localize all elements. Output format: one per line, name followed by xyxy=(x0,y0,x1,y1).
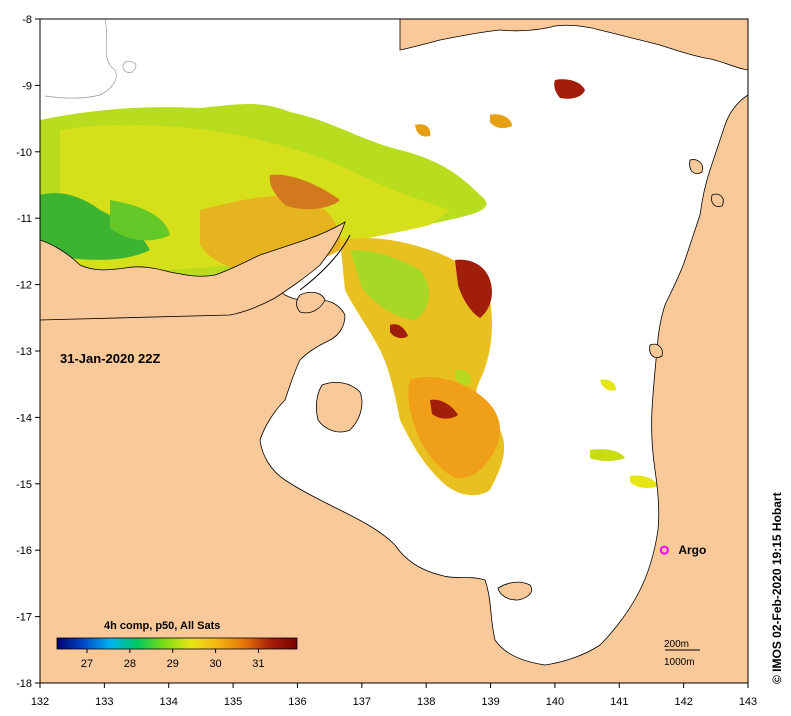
y-tick-label: -14 xyxy=(16,412,32,424)
legend-colorbar xyxy=(56,637,298,650)
sst-patch-red2 xyxy=(430,399,458,419)
land-arnhem xyxy=(40,221,346,321)
y-tick-label: -10 xyxy=(16,147,32,159)
y-tick-label: -15 xyxy=(16,479,32,491)
sst-patch-red4 xyxy=(390,324,408,339)
depth-label-1000: 1000m xyxy=(664,657,695,668)
y-tick-label: -9 xyxy=(22,80,32,92)
sst-patch-red3 xyxy=(554,79,585,99)
sst-patch-green2 xyxy=(110,200,170,241)
sst-patch-orange4 xyxy=(490,114,512,129)
y-tick-label: -18 xyxy=(16,678,32,690)
sst-patch-central2 xyxy=(350,250,430,320)
legend-tick-label: 28 xyxy=(124,658,136,670)
sst-patch-yg xyxy=(590,449,625,461)
land-layer xyxy=(40,19,748,683)
x-tick-label: 140 xyxy=(546,696,564,708)
land-torres xyxy=(689,159,704,174)
sst-patch-yg3 xyxy=(600,379,616,391)
x-tick-label: 133 xyxy=(95,696,113,708)
x-tick-label: 134 xyxy=(160,696,178,708)
x-tick-label: 132 xyxy=(31,696,49,708)
y-tick-label: -11 xyxy=(17,213,32,225)
legend-tick-label: 30 xyxy=(209,658,221,670)
land-mornington xyxy=(497,581,533,601)
land-melville xyxy=(296,291,326,314)
legend: 4h comp, p50, All Sats 27 28 29 30 31 xyxy=(56,620,298,670)
map-layers xyxy=(40,19,748,683)
sst-patch-green-w xyxy=(40,193,150,260)
argo-marker[interactable]: Argo xyxy=(659,543,707,557)
x-tick-label: 137 xyxy=(353,696,371,708)
legend-tick-label: 29 xyxy=(167,658,179,670)
land-wellesley xyxy=(649,343,663,358)
x-tick-label: 136 xyxy=(288,696,306,708)
date-label: 31-Jan-2020 22Z xyxy=(60,351,161,366)
shelf-line xyxy=(299,234,351,291)
y-tick-label: -16 xyxy=(16,545,32,557)
x-tick-label: 142 xyxy=(674,696,692,708)
land-new-guinea xyxy=(399,19,748,71)
x-tick-label: 135 xyxy=(224,696,242,708)
sst-patch-orange2 xyxy=(269,174,340,210)
depth-scale: 200m 1000m xyxy=(664,639,700,668)
x-tick-label: 139 xyxy=(481,696,499,708)
depth-label-200: 200m xyxy=(664,639,689,650)
shoal-lines xyxy=(44,19,137,99)
land-torres2 xyxy=(711,193,724,207)
sst-patch-yg2 xyxy=(630,475,658,489)
sst-patch-yg4 xyxy=(455,369,471,386)
y-tick-label: -17 xyxy=(16,612,32,624)
credit-text: © IMOS 02-Feb-2020 19:15 Hobart xyxy=(770,492,784,684)
sst-layer xyxy=(40,79,658,496)
sst-patch-red1 xyxy=(455,259,492,318)
legend-ticks: 27 28 29 30 31 xyxy=(81,649,265,670)
x-tick-label: 143 xyxy=(739,696,757,708)
legend-tick-label: 27 xyxy=(81,658,93,670)
y-axis: -8 -9 -10 -11 -12 -13 -14 -15 -16 -17 -18 xyxy=(16,14,40,690)
legend-title: 4h comp, p50, All Sats xyxy=(104,620,220,632)
x-tick-label: 138 xyxy=(417,696,435,708)
y-tick-label: -13 xyxy=(16,346,32,358)
y-tick-label: -12 xyxy=(16,280,32,292)
x-axis: 132 133 134 135 136 137 138 139 140 141 142 143 xyxy=(31,683,757,708)
sst-patch-orange3 xyxy=(415,124,431,137)
argo-label: Argo xyxy=(678,543,706,557)
x-tick-label: 141 xyxy=(610,696,628,708)
argo-icon xyxy=(659,545,669,555)
legend-tick-label: 31 xyxy=(252,658,264,670)
y-tick-label: -8 xyxy=(22,14,32,26)
land-groote xyxy=(315,381,363,433)
